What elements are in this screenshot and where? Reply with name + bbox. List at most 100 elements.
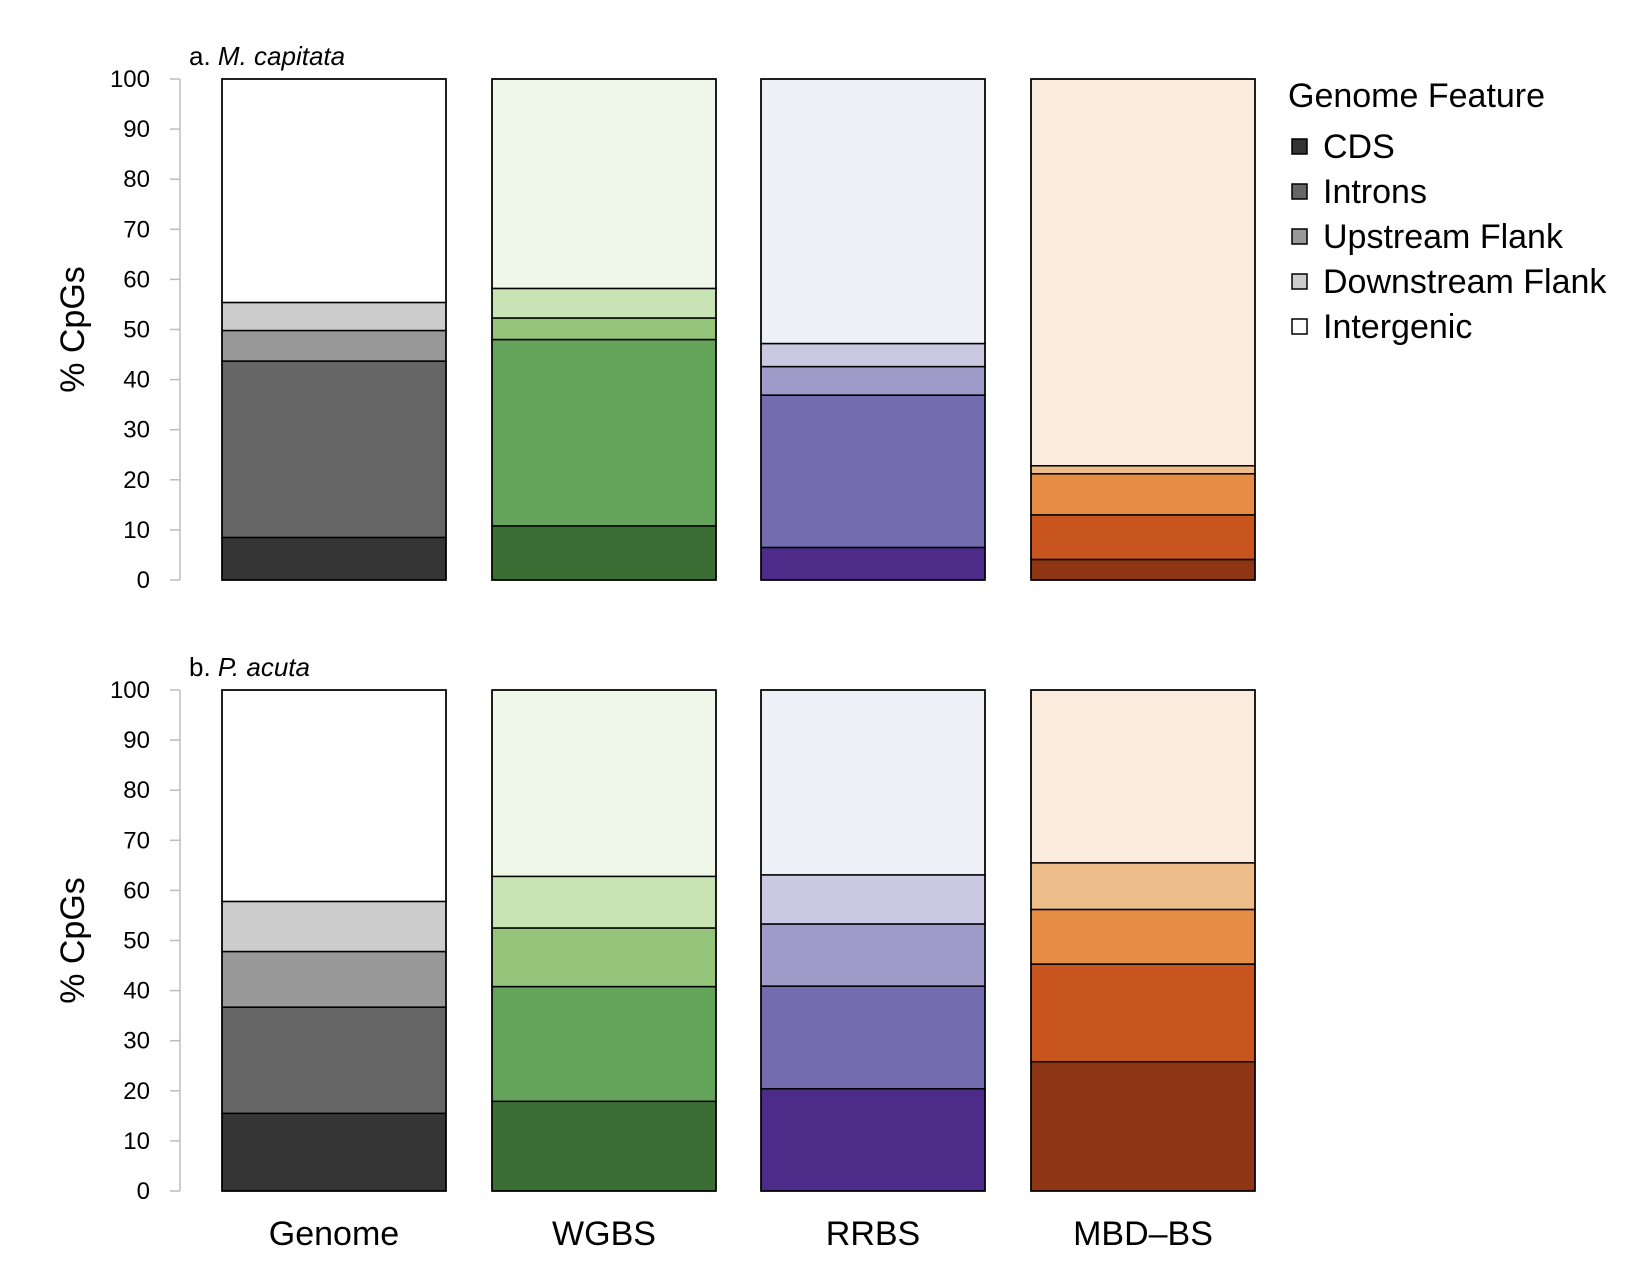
y-tick-label: 40 <box>123 367 150 394</box>
bar-segment <box>491 927 717 988</box>
bar-segment <box>221 329 447 362</box>
y-tick-label: 40 <box>123 978 150 1005</box>
bar-segment <box>1030 558 1256 581</box>
bar-group-1 <box>491 78 717 581</box>
bar-outline <box>221 78 447 581</box>
bar-outline <box>1030 689 1256 1192</box>
y-tick-label: 80 <box>123 777 150 804</box>
bar-segment <box>221 950 447 1008</box>
y-tick-label: 90 <box>123 727 150 754</box>
panel-prefix: b. <box>189 652 218 682</box>
panel-species: M. capitata <box>218 41 345 71</box>
bar-segment <box>1030 862 1256 911</box>
bar-segment <box>760 546 986 581</box>
panel-title: a. M. capitata <box>189 41 345 71</box>
y-axis-label: % CpGs <box>54 877 92 1004</box>
bar-segment <box>491 317 717 341</box>
legend: Genome Feature CDS Introns Upstream Flank Do… <box>1288 77 1607 346</box>
bar-segment <box>760 874 986 925</box>
panel-prefix: a. <box>189 41 218 71</box>
legend-swatch <box>1291 138 1308 155</box>
bar-segment <box>1030 514 1256 561</box>
bar-segment <box>491 1100 717 1192</box>
y-tick-label: 0 <box>137 1178 150 1205</box>
legend-label: CDS <box>1323 128 1395 166</box>
legend-label: Intergenic <box>1323 308 1472 346</box>
x-category-label: MBD–BS <box>1073 1215 1213 1253</box>
y-tick-label: 80 <box>123 166 150 193</box>
bar-segment <box>1030 78 1256 467</box>
legend-label: Upstream Flank <box>1323 218 1564 256</box>
y-tick-label: 10 <box>123 1128 150 1155</box>
bar-group-0 <box>221 78 447 581</box>
bar-segment <box>760 923 986 987</box>
legend-label: Introns <box>1323 173 1427 211</box>
bar-outline <box>221 689 447 1192</box>
bar-segment <box>221 1006 447 1115</box>
legend-swatch <box>1291 318 1308 335</box>
y-tick-label: 50 <box>123 317 150 344</box>
y-tick-label: 20 <box>123 467 150 494</box>
y-tick-label: 10 <box>123 517 150 544</box>
bar-segment <box>1030 465 1256 475</box>
y-tick-label: 100 <box>110 677 150 704</box>
bar-outline <box>491 78 717 581</box>
y-tick-label: 90 <box>123 116 150 143</box>
bar-segment <box>1030 1060 1256 1192</box>
bar-segment <box>760 365 986 396</box>
bar-segment <box>221 78 447 304</box>
bar-outline <box>491 689 717 1192</box>
y-tick-label: 70 <box>123 827 150 854</box>
legend-swatch <box>1291 228 1308 245</box>
x-category-label: Genome <box>269 1215 399 1253</box>
x-category-label: RRBS <box>826 1215 920 1253</box>
legend-swatch <box>1291 273 1308 290</box>
y-tick-label: 30 <box>123 417 150 444</box>
legend-swatch <box>1291 183 1308 200</box>
y-tick-label: 60 <box>123 266 150 293</box>
panel-a: a. M. capitata 0 10 20 30 40 50 60 70 80 90 100 % Cp… <box>54 41 1256 594</box>
bar-segment <box>491 338 717 527</box>
bar-segment <box>491 287 717 319</box>
bar-segment <box>491 985 717 1103</box>
bar-segment <box>1030 963 1256 1063</box>
bar-segment <box>221 1112 447 1192</box>
bar-segment <box>1030 473 1256 516</box>
bar-group-1 <box>491 689 717 1192</box>
bar-segment <box>491 78 717 290</box>
bar-segment <box>221 689 447 903</box>
bar-segment <box>1030 689 1256 864</box>
y-tick-label: 70 <box>123 216 150 243</box>
panel-title: b. P. acuta <box>189 652 310 682</box>
bar-segment <box>760 394 986 549</box>
bar-outline <box>1030 78 1256 581</box>
bar-group-3 <box>1030 78 1256 581</box>
bar-group-2 <box>760 78 986 581</box>
bar-segment <box>760 689 986 876</box>
y-tick-label: 100 <box>110 66 150 93</box>
y-tick-label: 30 <box>123 1028 150 1055</box>
bar-segment <box>760 985 986 1090</box>
panel-b: b. P. acuta 0 10 20 30 40 50 60 70 80 90 100 % CpGs <box>54 652 1256 1205</box>
bar-segment <box>491 689 717 878</box>
bar-segment <box>491 525 717 581</box>
bar-segment <box>760 342 986 368</box>
bar-segment <box>1030 908 1256 965</box>
bar-group-0 <box>221 689 447 1192</box>
bar-segment <box>221 301 447 332</box>
bar-group-2 <box>760 689 986 1192</box>
y-tick-label: 60 <box>123 877 150 904</box>
bar-segment <box>221 536 447 581</box>
bar-outline <box>760 689 986 1192</box>
bar-segment <box>760 78 986 345</box>
x-category-label: WGBS <box>552 1215 656 1253</box>
y-axis-label: % CpGs <box>54 266 92 393</box>
bar-segment <box>221 360 447 539</box>
y-tick-label: 20 <box>123 1078 150 1105</box>
panel-species: P. acuta <box>218 652 310 682</box>
legend-label: Downstream Flank <box>1323 263 1607 301</box>
y-tick-label: 0 <box>137 567 150 594</box>
bar-outline <box>760 78 986 581</box>
y-tick-label: 50 <box>123 928 150 955</box>
